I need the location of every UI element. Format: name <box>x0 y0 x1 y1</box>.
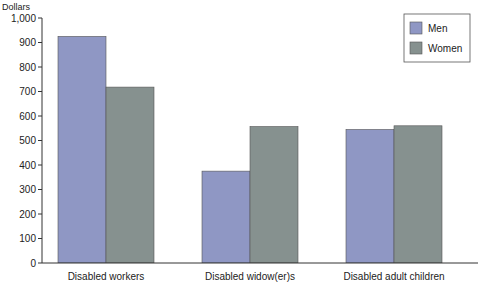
legend-swatch <box>410 22 422 34</box>
legend: Men Women <box>404 14 470 62</box>
legend-label: Men <box>428 23 447 34</box>
x-axis <box>42 263 478 264</box>
y-tick-label: 800 <box>19 62 36 73</box>
y-tick-label: 0 <box>30 258 36 269</box>
y-tick <box>38 18 42 19</box>
y-axis <box>42 18 43 263</box>
y-tick <box>38 67 42 68</box>
y-tick <box>38 91 42 92</box>
legend-label: Women <box>428 43 462 54</box>
bar <box>346 129 394 263</box>
bar <box>394 126 442 263</box>
y-tick-label: 600 <box>19 111 36 122</box>
y-tick-label: 1,000 <box>11 13 36 24</box>
y-tick-label: 100 <box>19 233 36 244</box>
y-tick-label: 500 <box>19 135 36 146</box>
x-tick-label: Disabled workers <box>68 271 145 282</box>
bar <box>250 127 298 263</box>
y-tick <box>38 42 42 43</box>
bar <box>106 87 154 263</box>
y-tick <box>38 165 42 166</box>
x-tick-label: Disabled widow(er)s <box>205 271 295 282</box>
x-tick-label: Disabled adult children <box>343 271 444 282</box>
y-tick-label: 400 <box>19 160 36 171</box>
y-tick-label: 700 <box>19 86 36 97</box>
chart-container: Dollars 0 100 200 300 400 500 600 700 800 900 1,000… <box>0 0 479 285</box>
y-tick <box>38 189 42 190</box>
y-tick <box>38 214 42 215</box>
y-tick <box>38 263 42 264</box>
y-tick-label: 200 <box>19 209 36 220</box>
y-tick <box>38 238 42 239</box>
y-tick-label: 900 <box>19 37 36 48</box>
bar <box>58 36 106 263</box>
legend-box <box>404 14 470 62</box>
bar <box>202 171 250 263</box>
y-tick <box>38 116 42 117</box>
bars <box>58 36 442 263</box>
legend-swatch <box>410 42 422 54</box>
chart-svg: Dollars 0 100 200 300 400 500 600 700 800 900 1,000… <box>0 0 479 285</box>
y-tick-label: 300 <box>19 184 36 195</box>
y-axis-label: Dollars <box>2 2 31 12</box>
y-tick <box>38 140 42 141</box>
